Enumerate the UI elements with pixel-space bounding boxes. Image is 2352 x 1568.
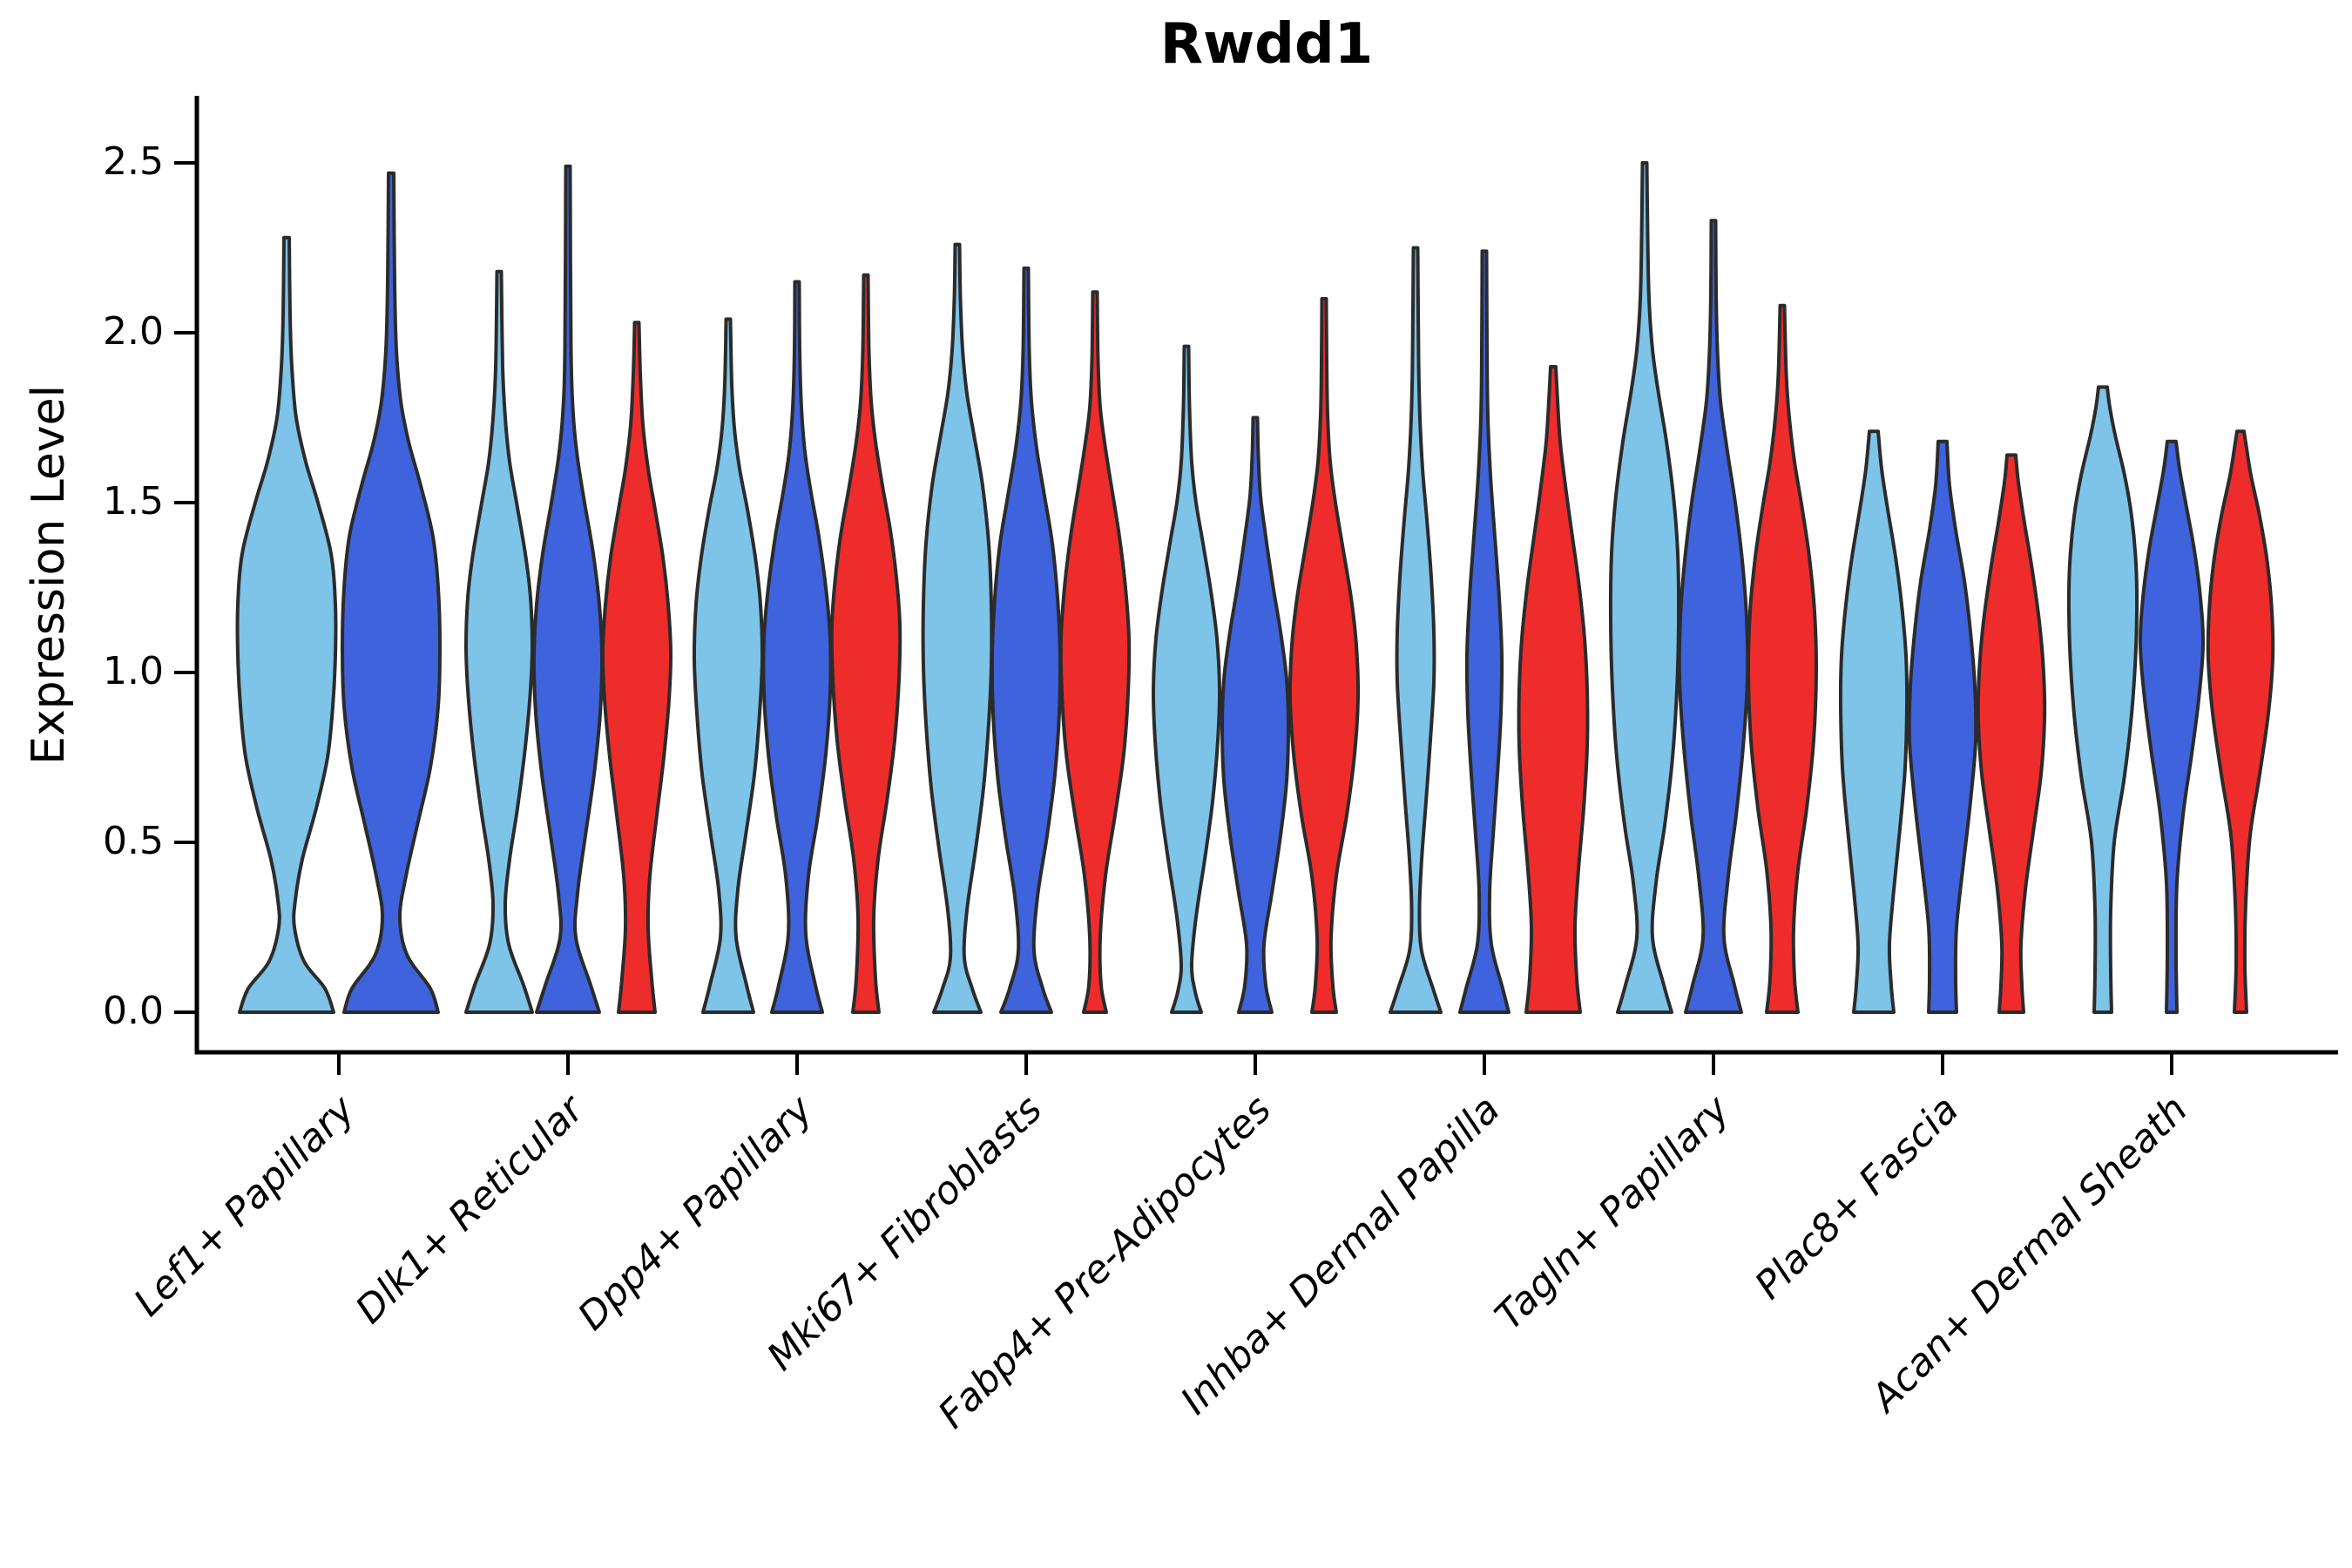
y-tick-label: 1.5: [103, 479, 164, 524]
violin-series2-cat0: [341, 171, 442, 1014]
violin-series1-cat5: [1389, 246, 1443, 1014]
violin-series2-cat1: [531, 164, 605, 1014]
violin-series1-cat0: [235, 235, 338, 1014]
violin-series2-cat4: [1220, 416, 1290, 1014]
violin-series1-cat3: [921, 242, 994, 1014]
y-axis-label: Expression Level: [23, 384, 75, 766]
y-tick-label: 2.0: [103, 309, 164, 354]
violin-series3-cat7: [1976, 453, 2047, 1014]
violin-series2-cat3: [990, 266, 1063, 1014]
violin-series1-cat1: [464, 269, 534, 1014]
violin-series3-cat1: [600, 321, 673, 1014]
violin-series2-cat2: [761, 280, 833, 1014]
violin-series1-cat7: [1838, 429, 1909, 1014]
violin-series3-cat3: [1058, 290, 1132, 1014]
axes-spines: [194, 96, 2338, 1055]
violin-series3-cat2: [829, 273, 902, 1014]
violin-series3-cat4: [1288, 297, 1361, 1014]
violin-series2-cat8: [2138, 439, 2206, 1014]
y-tick-label: 2.5: [103, 139, 164, 184]
y-tick-label: 1.0: [103, 649, 164, 693]
violin-series2-cat6: [1677, 219, 1750, 1014]
violin-series1-cat2: [692, 317, 765, 1014]
y-tick-label: 0.5: [103, 819, 164, 863]
violin-series3-cat6: [1746, 303, 1819, 1014]
y-tick-label: 0.0: [103, 989, 164, 1033]
violin-series3-cat8: [2206, 429, 2275, 1014]
violin-series2-cat5: [1458, 249, 1511, 1014]
violin-series1-cat6: [1608, 161, 1681, 1014]
violin-series3-cat5: [1517, 365, 1590, 1014]
violin-series1-cat4: [1151, 344, 1222, 1014]
chart-title: Rwdd1: [1159, 12, 1374, 77]
violin-series2-cat7: [1907, 439, 1978, 1014]
violin-series1-cat8: [2066, 385, 2139, 1014]
